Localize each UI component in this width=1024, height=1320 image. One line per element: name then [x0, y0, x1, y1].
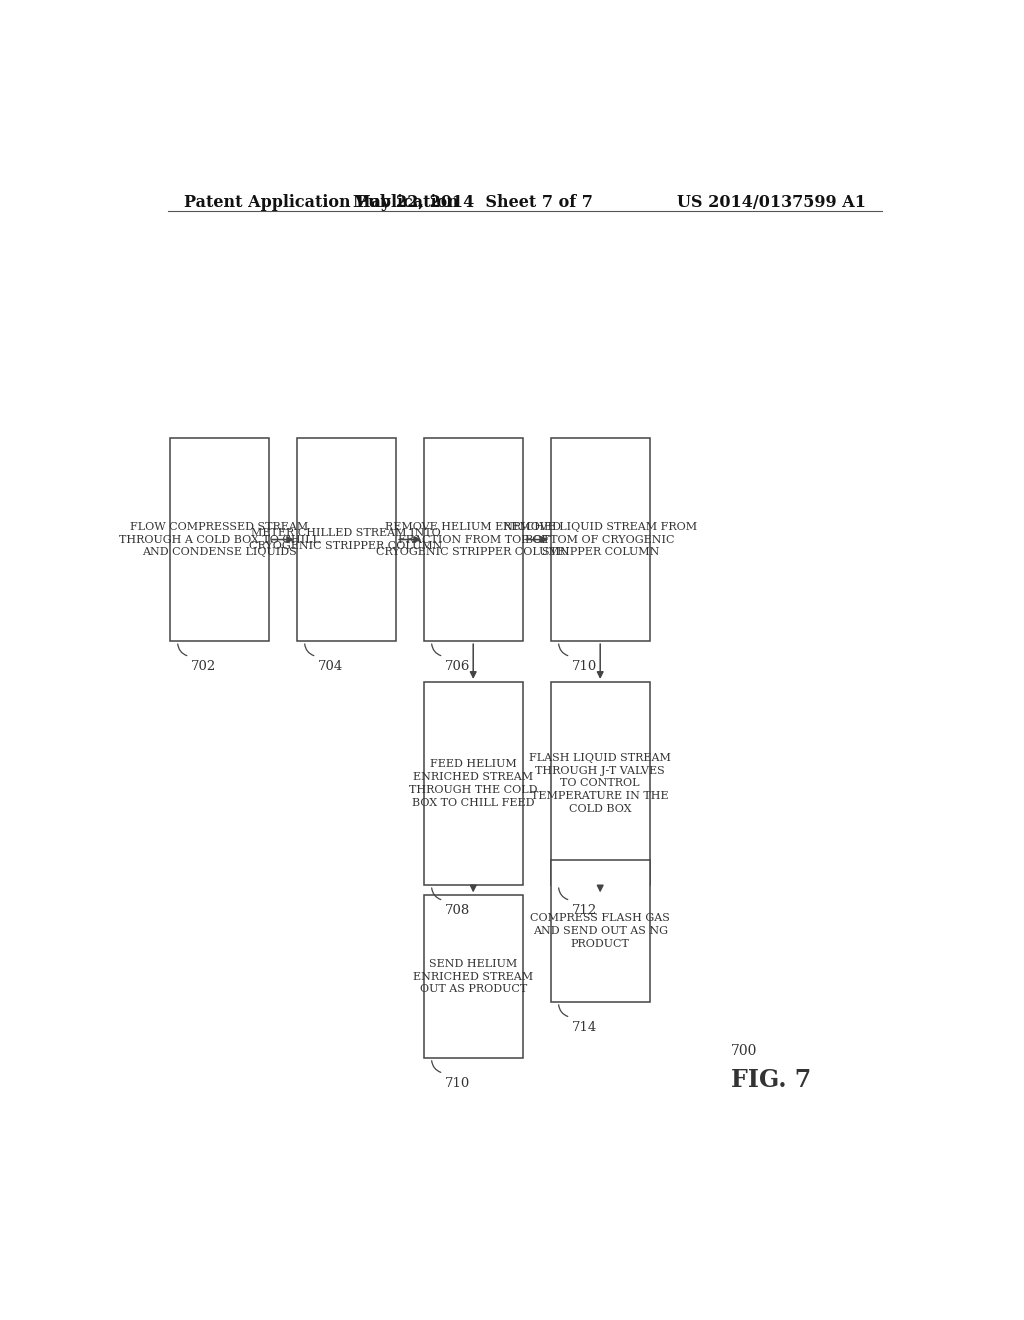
Bar [551, 438, 650, 642]
Text: SEND HELIUM
ENRICHED STREAM
OUT AS PRODUCT: SEND HELIUM ENRICHED STREAM OUT AS PRODU… [413, 958, 534, 994]
Text: 710: 710 [445, 1077, 470, 1090]
Text: METER CHILLED STREAM INTO
CRYOGENIC STRIPPER COLUMN: METER CHILLED STREAM INTO CRYOGENIC STRI… [250, 528, 443, 550]
Text: Patent Application Publication: Patent Application Publication [183, 194, 459, 211]
Bar [424, 438, 523, 642]
Text: FEED HELIUM
ENRICHED STREAM
THROUGH THE COLD
BOX TO CHILL FEED: FEED HELIUM ENRICHED STREAM THROUGH THE … [409, 759, 538, 808]
Text: FLASH LIQUID STREAM
THROUGH J-T VALVES
TO CONTROL
TEMPERATURE IN THE
COLD BOX: FLASH LIQUID STREAM THROUGH J-T VALVES T… [529, 752, 671, 814]
Text: FIG. 7: FIG. 7 [731, 1068, 811, 1092]
Bar [551, 859, 650, 1002]
Text: May 22, 2014  Sheet 7 of 7: May 22, 2014 Sheet 7 of 7 [353, 194, 593, 211]
Text: 712: 712 [572, 904, 597, 917]
Text: 710: 710 [572, 660, 597, 673]
Text: COMPRESS FLASH GAS
AND SEND OUT AS NG
PRODUCT: COMPRESS FLASH GAS AND SEND OUT AS NG PR… [530, 913, 670, 949]
Bar [297, 438, 396, 642]
Text: 700: 700 [731, 1044, 758, 1057]
Text: REMOVE HELIUM ENRICHED
FRACTION FROM TOP OF
CRYOGENIC STRIPPER COLUMN: REMOVE HELIUM ENRICHED FRACTION FROM TOP… [377, 521, 570, 557]
Text: 706: 706 [445, 660, 470, 673]
Text: US 2014/0137599 A1: US 2014/0137599 A1 [677, 194, 866, 211]
Bar [170, 438, 269, 642]
Text: 714: 714 [572, 1020, 597, 1034]
Text: FLOW COMPRESSED STREAM
THROUGH A COLD BOX TO CHILL
AND CONDENSE LIQUIDS: FLOW COMPRESSED STREAM THROUGH A COLD BO… [119, 521, 319, 557]
Bar [424, 682, 523, 886]
Bar [551, 682, 650, 886]
Text: 702: 702 [191, 660, 216, 673]
Text: 704: 704 [318, 660, 343, 673]
Text: REMOVE LIQUID STREAM FROM
BOTTOM OF CRYOGENIC
STRIPPER COLUMN: REMOVE LIQUID STREAM FROM BOTTOM OF CRYO… [503, 521, 697, 557]
Text: 708: 708 [445, 904, 470, 917]
Bar [424, 895, 523, 1057]
